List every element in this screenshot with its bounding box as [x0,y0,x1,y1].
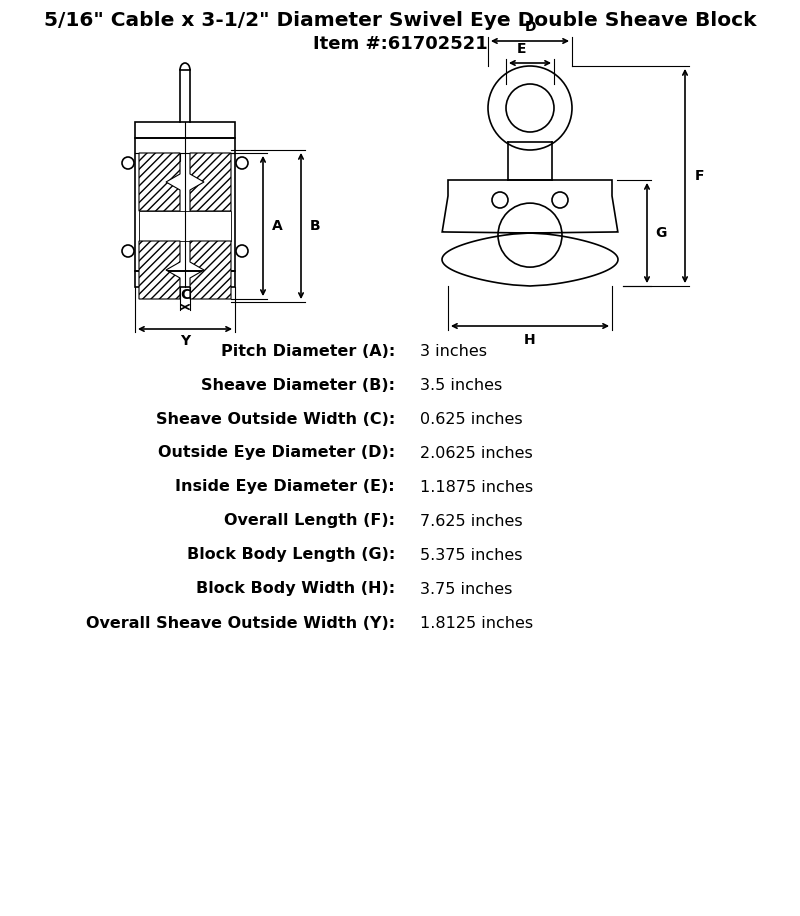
Text: 3 inches: 3 inches [420,344,487,358]
Text: 5.375 inches: 5.375 inches [420,548,522,562]
Text: 3.75 inches: 3.75 inches [420,582,512,596]
Text: 1.1875 inches: 1.1875 inches [420,479,533,495]
Text: 0.625 inches: 0.625 inches [420,411,522,427]
Text: C: C [180,288,190,302]
Text: G: G [655,226,666,240]
Text: Block Body Length (G):: Block Body Length (G): [186,548,395,562]
Text: A: A [272,219,282,233]
Polygon shape [139,211,231,241]
Polygon shape [190,241,231,299]
Text: Item #:61702521: Item #:61702521 [313,35,487,53]
Text: Overall Sheave Outside Width (Y):: Overall Sheave Outside Width (Y): [86,616,395,630]
Text: D: D [524,20,536,34]
Text: Outside Eye Diameter (D):: Outside Eye Diameter (D): [158,445,395,461]
Text: H: H [524,333,536,347]
Text: Overall Length (F):: Overall Length (F): [224,514,395,529]
Text: Sheave Diameter (B):: Sheave Diameter (B): [201,377,395,392]
Text: 5/16" Cable x 3-1/2" Diameter Swivel Eye Double Sheave Block: 5/16" Cable x 3-1/2" Diameter Swivel Eye… [44,10,756,29]
Text: Y: Y [180,334,190,348]
Polygon shape [139,241,180,299]
Text: 7.625 inches: 7.625 inches [420,514,522,529]
Polygon shape [190,153,231,211]
Text: 3.5 inches: 3.5 inches [420,377,502,392]
Text: Sheave Outside Width (C):: Sheave Outside Width (C): [156,411,395,427]
Text: 2.0625 inches: 2.0625 inches [420,445,533,461]
Text: Pitch Diameter (A):: Pitch Diameter (A): [221,344,395,358]
Polygon shape [174,153,180,161]
Text: F: F [694,169,704,183]
Text: E: E [518,42,526,56]
Polygon shape [139,153,180,211]
Polygon shape [190,153,196,161]
Text: Block Body Width (H):: Block Body Width (H): [196,582,395,596]
Text: B: B [310,219,320,233]
Text: Inside Eye Diameter (E):: Inside Eye Diameter (E): [175,479,395,495]
Text: 1.8125 inches: 1.8125 inches [420,616,533,630]
